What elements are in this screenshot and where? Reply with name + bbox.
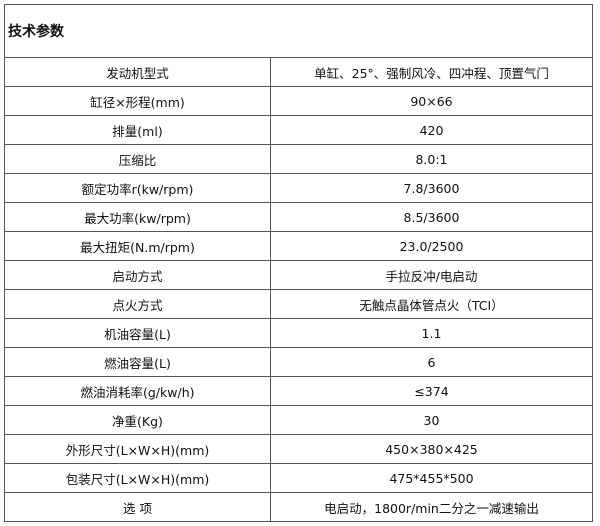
param-name: 最大功率(kw/rpm): [4, 202, 271, 232]
table-row: 燃油容量(L) 6: [4, 347, 593, 377]
param-name: 发动机型式: [4, 57, 271, 87]
param-value: 1.1: [270, 318, 593, 348]
param-value: 6: [270, 347, 593, 377]
table-row: 排量(ml) 420: [4, 115, 593, 145]
param-name: 额定功率r(kw/rpm): [4, 173, 271, 203]
table-row: 包装尺寸(L×W×H)(mm) 475*455*500: [4, 463, 593, 493]
param-value: 手拉反冲/电启动: [270, 260, 593, 290]
param-value: 8.0:1: [270, 144, 593, 174]
param-value: 450×380×425: [270, 434, 593, 464]
table-row: 缸径×形程(mm) 90×66: [4, 86, 593, 116]
param-value: 30: [270, 405, 593, 435]
param-value: 90×66: [270, 86, 593, 116]
param-name: 外形尺寸(L×W×H)(mm): [4, 434, 271, 464]
table-row: 点火方式 无触点晶体管点火（TCI）: [4, 289, 593, 319]
param-value: 无触点晶体管点火（TCI）: [270, 289, 593, 319]
param-name: 启动方式: [4, 260, 271, 290]
param-value: 420: [270, 115, 593, 145]
table-row: 启动方式 手拉反冲/电启动: [4, 260, 593, 290]
table-row: 压缩比 8.0:1: [4, 144, 593, 174]
param-name: 机油容量(L): [4, 318, 271, 348]
param-name: 压缩比: [4, 144, 271, 174]
param-name: 燃油容量(L): [4, 347, 271, 377]
param-name: 燃油消耗率(g/kw/h): [4, 376, 271, 406]
table-row: 净重(Kg) 30: [4, 405, 593, 435]
param-name: 包装尺寸(L×W×H)(mm): [4, 463, 271, 493]
param-value: 7.8/3600: [270, 173, 593, 203]
param-value: 电启动，1800r/min二分之一减速输出: [270, 492, 593, 522]
param-name: 选 项: [4, 492, 271, 522]
param-value: 23.0/2500: [270, 231, 593, 261]
param-name: 点火方式: [4, 289, 271, 319]
table-row: 燃油消耗率(g/kw/h) ≤374: [4, 376, 593, 406]
table-row: 最大功率(kw/rpm) 8.5/3600: [4, 202, 593, 232]
param-value: ≤374: [270, 376, 593, 406]
param-value: 单缸、25°、强制风冷、四冲程、顶置气门: [270, 57, 593, 87]
param-name: 排量(ml): [4, 115, 271, 145]
param-name: 最大扭矩(N.m/rpm): [4, 231, 271, 261]
param-name: 净重(Kg): [4, 405, 271, 435]
table-title: 技术参数: [4, 4, 593, 58]
param-name: 缸径×形程(mm): [4, 86, 271, 116]
title-row: 技术参数: [4, 4, 593, 58]
table-row: 外形尺寸(L×W×H)(mm) 450×380×425: [4, 434, 593, 464]
spec-table: 技术参数 发动机型式 单缸、25°、强制风冷、四冲程、顶置气门 缸径×形程(mm) 9…: [4, 4, 593, 522]
table-row: 最大扭矩(N.m/rpm) 23.0/2500: [4, 231, 593, 261]
param-value: 475*455*500: [270, 463, 593, 493]
table-row: 机油容量(L) 1.1: [4, 318, 593, 348]
table-row: 选 项电启动，1800r/min二分之一减速输出: [4, 492, 593, 522]
spec-table-container: 技术参数 发动机型式 单缸、25°、强制风冷、四冲程、顶置气门 缸径×形程(mm) 9…: [4, 4, 593, 522]
table-row: 额定功率r(kw/rpm) 7.8/3600: [4, 173, 593, 203]
param-value: 8.5/3600: [270, 202, 593, 232]
table-row: 发动机型式 单缸、25°、强制风冷、四冲程、顶置气门: [4, 57, 593, 87]
